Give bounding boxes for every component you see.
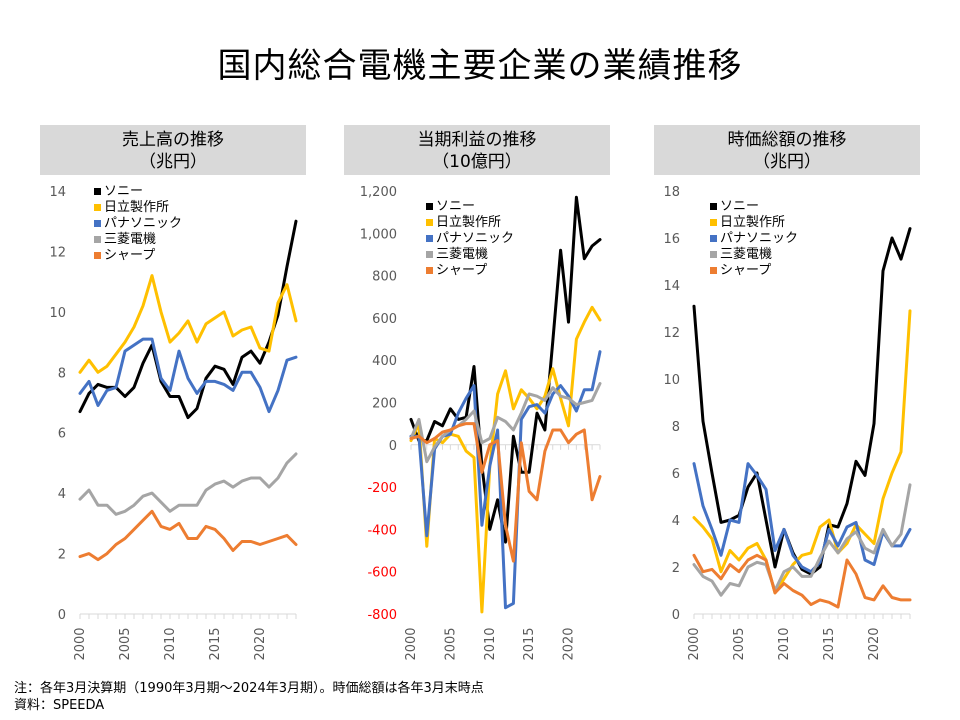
x-tick-label: 2005 <box>732 627 747 660</box>
series-line-sales <box>78 452 298 516</box>
legend-swatch <box>710 219 717 226</box>
legend-swatch <box>710 267 717 274</box>
series-line-marketcap <box>692 483 912 597</box>
legend-swatch <box>94 252 101 259</box>
legend-label: 三菱電機 <box>436 247 488 262</box>
x-tick-label: 2015 <box>522 627 537 660</box>
legend-label: ソニー <box>720 199 759 214</box>
y-tick-label: 14 <box>49 185 66 200</box>
series-line-profit <box>409 422 602 563</box>
y-tick-label: -600 <box>367 566 397 581</box>
legend-swatch <box>94 236 101 243</box>
x-tick-label: 2000 <box>404 627 419 660</box>
y-tick-label: 0 <box>672 608 680 623</box>
series-line-marketcap <box>692 309 912 595</box>
y-tick-label: 12 <box>49 245 66 260</box>
footnote-source: 資料：SPEEDA <box>14 698 105 713</box>
y-tick-label: 2 <box>58 548 66 563</box>
x-tick-label: 2000 <box>73 627 88 660</box>
legend-label: 三菱電機 <box>104 232 156 247</box>
y-tick-label: 600 <box>372 312 397 327</box>
y-tick-label: 0 <box>58 608 66 623</box>
legend-label: 日立製作所 <box>436 215 501 230</box>
legend-label: 日立製作所 <box>720 215 785 230</box>
y-tick-label: 8 <box>672 420 680 435</box>
legend-swatch <box>710 251 717 258</box>
legend-swatch <box>94 204 101 211</box>
legend-label: シャープ <box>436 263 487 278</box>
legend-label: ソニー <box>104 184 143 199</box>
legend-swatch <box>710 235 717 242</box>
series-line-profit <box>409 305 602 614</box>
panel-header-profit: 当期利益の推移 （10億円） <box>344 125 610 175</box>
x-tick-label: 2015 <box>822 627 837 660</box>
x-tick-label: 2010 <box>163 627 178 660</box>
series-line-sales <box>78 274 298 374</box>
x-tick-label: 2010 <box>483 627 498 660</box>
legend-swatch <box>426 267 433 274</box>
y-tick-label: 4 <box>672 514 680 529</box>
x-tick-label: 2015 <box>208 627 223 660</box>
legend-swatch <box>426 251 433 258</box>
panel-header-marketcap: 時価総額の推移 （兆円） <box>654 125 920 175</box>
panel-title-marketcap: 時価総額の推移 <box>727 130 847 150</box>
y-tick-label: 200 <box>372 397 397 412</box>
y-tick-label: -800 <box>367 608 397 623</box>
panel-subtitle-profit: （10億円） <box>432 152 522 172</box>
legend-label: 三菱電機 <box>720 247 772 262</box>
panel-header-sales: 売上高の推移 （兆円） <box>40 125 306 175</box>
y-tick-label: 16 <box>663 232 680 247</box>
legend-label: シャープ <box>720 263 771 278</box>
x-tick-label: 2020 <box>562 627 577 660</box>
y-tick-label: 10 <box>663 373 680 388</box>
x-tick-label: 2000 <box>687 627 702 660</box>
y-tick-label: 1,000 <box>360 227 397 242</box>
y-tick-label: -200 <box>367 481 397 496</box>
y-tick-label: 6 <box>672 467 680 482</box>
panel-subtitle-marketcap: （兆円） <box>753 152 821 172</box>
series-line-marketcap <box>692 553 912 609</box>
x-tick-label: 2005 <box>118 627 133 660</box>
y-tick-label: 18 <box>663 185 680 200</box>
series-line-profit <box>409 382 602 464</box>
y-tick-label: 2 <box>672 561 680 576</box>
panel-subtitle-sales: （兆円） <box>139 152 207 172</box>
y-tick-label: 1,200 <box>360 185 397 200</box>
panel-title-profit: 当期利益の推移 <box>417 130 537 150</box>
y-tick-label: 800 <box>372 270 397 285</box>
x-tick-label: 2005 <box>443 627 458 660</box>
y-tick-label: 4 <box>58 487 66 502</box>
legend-label: パナソニック <box>436 231 514 246</box>
series-line-sales <box>78 337 298 414</box>
series-line-sales <box>78 509 298 562</box>
legend-swatch <box>710 203 717 210</box>
y-tick-label: -400 <box>367 523 397 538</box>
x-tick-label: 2020 <box>253 627 268 660</box>
series-line-profit <box>409 195 602 544</box>
legend-swatch <box>426 203 433 210</box>
y-tick-label: 12 <box>663 326 680 341</box>
x-tick-label: 2020 <box>867 627 882 660</box>
y-tick-label: 14 <box>663 279 680 294</box>
legend-swatch <box>94 220 101 227</box>
legend-label: パナソニック <box>720 231 798 246</box>
y-tick-label: 6 <box>58 427 66 442</box>
legend-swatch <box>426 219 433 226</box>
page-title: 国内総合電機主要企業の業績推移 <box>217 46 743 86</box>
legend-label: ソニー <box>436 199 475 214</box>
legend-label: シャープ <box>104 248 155 263</box>
footnote-note: 注：各年3月決算期（1990年3月期～2024年3月期）。時価総額は各年3月末時… <box>14 681 484 696</box>
y-tick-label: 10 <box>49 306 66 321</box>
legend-swatch <box>94 188 101 195</box>
legend-label: 日立製作所 <box>104 200 169 215</box>
y-tick-label: 0 <box>389 439 397 454</box>
legend-label: パナソニック <box>104 216 182 231</box>
y-tick-label: 8 <box>58 366 66 381</box>
series-line-marketcap <box>692 462 912 574</box>
y-tick-label: 400 <box>372 354 397 369</box>
panel-title-sales: 売上高の推移 <box>122 130 224 150</box>
legend-swatch <box>426 235 433 242</box>
x-tick-label: 2010 <box>777 627 792 660</box>
